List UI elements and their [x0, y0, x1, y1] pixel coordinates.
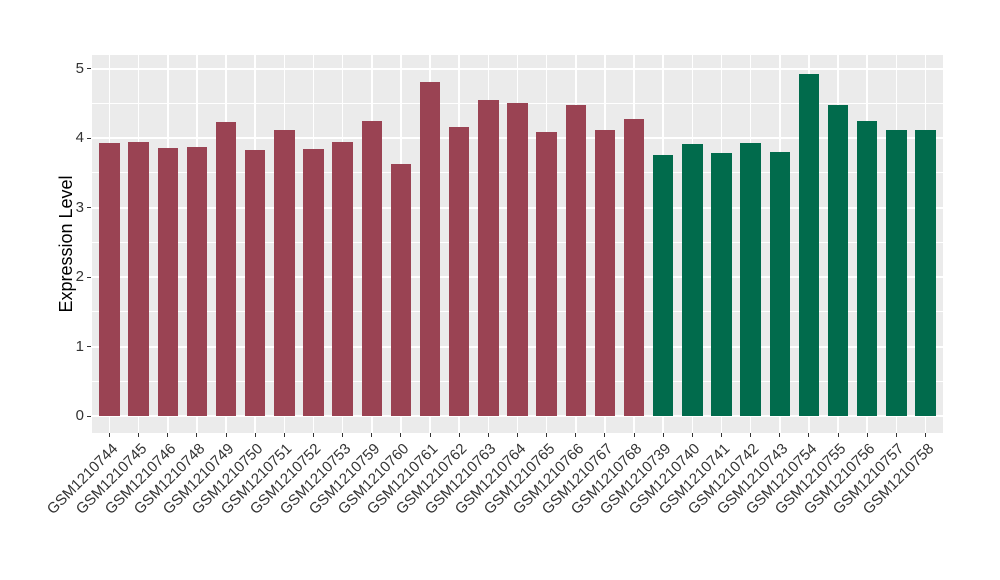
x-tick-mark [108, 433, 110, 437]
x-tick-mark [546, 433, 548, 437]
y-axis-title: Expression Level [56, 175, 76, 313]
x-tick-mark [837, 433, 839, 437]
y-tick-label: 5 [75, 59, 84, 77]
bar-GSM1210757 [886, 129, 907, 416]
bar-GSM1210764 [507, 102, 528, 416]
major-gridline [92, 67, 943, 70]
y-tick-mark [87, 68, 91, 69]
y-tick-label: 2 [75, 268, 84, 285]
y-tick-mark [87, 415, 91, 417]
bar-GSM1210744 [99, 142, 120, 416]
bar-GSM1210748 [186, 147, 208, 416]
x-tick-mark [458, 433, 460, 437]
x-tick-mark [254, 433, 256, 437]
y-tick-mark [87, 346, 91, 347]
x-tick-mark [400, 433, 402, 437]
bar-GSM1210742 [740, 142, 761, 416]
y-tick-label: 4 [75, 129, 84, 146]
x-tick-mark [895, 433, 897, 437]
bar-GSM1210755 [827, 105, 849, 416]
x-tick-mark [225, 433, 227, 437]
bar-GSM1210751 [274, 130, 295, 416]
x-tick-mark [779, 433, 781, 437]
bar-GSM1210745 [128, 142, 149, 416]
bar-GSM1210762 [449, 126, 470, 416]
bar-GSM1210754 [798, 74, 820, 416]
bar-GSM1210740 [682, 144, 703, 416]
bar-GSM1210743 [769, 151, 790, 416]
bar-GSM1210758 [915, 129, 936, 416]
y-tick-mark [87, 137, 91, 139]
x-tick-mark [429, 433, 431, 437]
bar-GSM1210763 [478, 100, 499, 416]
plot-panel [92, 55, 943, 433]
x-tick-mark [283, 433, 285, 437]
x-tick-mark [575, 433, 577, 437]
x-tick-mark [662, 433, 664, 437]
bar-GSM1210753 [332, 142, 353, 416]
y-tick-label: 0 [75, 407, 84, 424]
bar-GSM1210746 [157, 147, 178, 416]
x-tick-mark [633, 433, 635, 437]
x-tick-mark [866, 433, 868, 437]
x-tick-mark [138, 433, 140, 437]
bar-GSM1210739 [653, 154, 674, 416]
bar-GSM1210760 [390, 164, 412, 416]
bar-GSM1210741 [711, 153, 732, 416]
y-tick-label: 3 [75, 198, 84, 216]
x-tick-mark [750, 433, 752, 437]
x-tick-mark [721, 433, 722, 437]
bar-GSM1210766 [565, 105, 586, 416]
bar-GSM1210765 [536, 132, 557, 416]
x-tick-mark [167, 433, 169, 437]
bar-GSM1210767 [594, 130, 616, 416]
x-tick-mark [925, 433, 926, 437]
y-tick-mark [87, 276, 91, 278]
x-tick-mark [196, 433, 198, 437]
x-tick-mark [808, 433, 810, 437]
bar-GSM1210759 [361, 120, 382, 416]
x-tick-mark [371, 433, 373, 437]
x-tick-mark [312, 433, 314, 437]
x-tick-mark [487, 433, 489, 437]
bar-GSM1210768 [623, 119, 645, 416]
bar-GSM1210761 [419, 82, 441, 416]
x-tick-mark [517, 433, 518, 437]
y-tick-label: 1 [75, 337, 84, 355]
bar-GSM1210752 [303, 149, 324, 416]
x-tick-mark [342, 433, 344, 437]
x-tick-mark [691, 433, 693, 437]
bar-GSM1210749 [215, 122, 237, 416]
bar-GSM1210756 [857, 121, 878, 416]
bar-GSM1210750 [245, 149, 266, 416]
y-tick-mark [87, 207, 91, 208]
major-gridline [92, 415, 943, 417]
x-tick-mark [604, 433, 606, 437]
